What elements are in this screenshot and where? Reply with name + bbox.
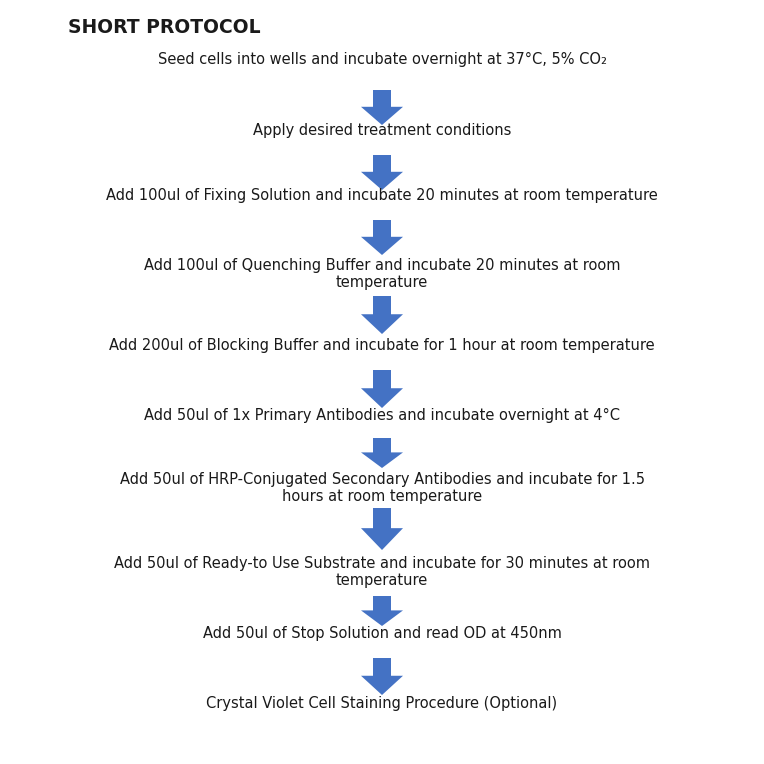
Text: SHORT PROTOCOL: SHORT PROTOCOL (68, 18, 261, 37)
Text: Add 50ul of Ready-to Use Substrate and incubate for 30 minutes at room
temperatu: Add 50ul of Ready-to Use Substrate and i… (114, 556, 650, 588)
Polygon shape (361, 596, 403, 626)
Polygon shape (361, 155, 403, 190)
Text: Add 50ul of Stop Solution and read OD at 450nm: Add 50ul of Stop Solution and read OD at… (202, 626, 562, 641)
Text: Seed cells into wells and incubate overnight at 37°C, 5% CO₂: Seed cells into wells and incubate overn… (157, 52, 607, 67)
Text: Add 50ul of HRP-Conjugated Secondary Antibodies and incubate for 1.5
hours at ro: Add 50ul of HRP-Conjugated Secondary Ant… (119, 472, 645, 504)
Polygon shape (361, 438, 403, 468)
Text: Add 100ul of Fixing Solution and incubate 20 minutes at room temperature: Add 100ul of Fixing Solution and incubat… (106, 188, 658, 203)
Polygon shape (361, 220, 403, 255)
Text: Add 100ul of Quenching Buffer and incubate 20 minutes at room
temperature: Add 100ul of Quenching Buffer and incuba… (144, 258, 620, 290)
Polygon shape (361, 508, 403, 550)
Polygon shape (361, 370, 403, 408)
Text: Apply desired treatment conditions: Apply desired treatment conditions (253, 123, 511, 138)
Polygon shape (361, 658, 403, 695)
Polygon shape (361, 90, 403, 125)
Text: Add 200ul of Blocking Buffer and incubate for 1 hour at room temperature: Add 200ul of Blocking Buffer and incubat… (109, 338, 655, 353)
Text: Add 50ul of 1x Primary Antibodies and incubate overnight at 4°C: Add 50ul of 1x Primary Antibodies and in… (144, 408, 620, 423)
Polygon shape (361, 296, 403, 334)
Text: Crystal Violet Cell Staining Procedure (Optional): Crystal Violet Cell Staining Procedure (… (206, 696, 558, 711)
